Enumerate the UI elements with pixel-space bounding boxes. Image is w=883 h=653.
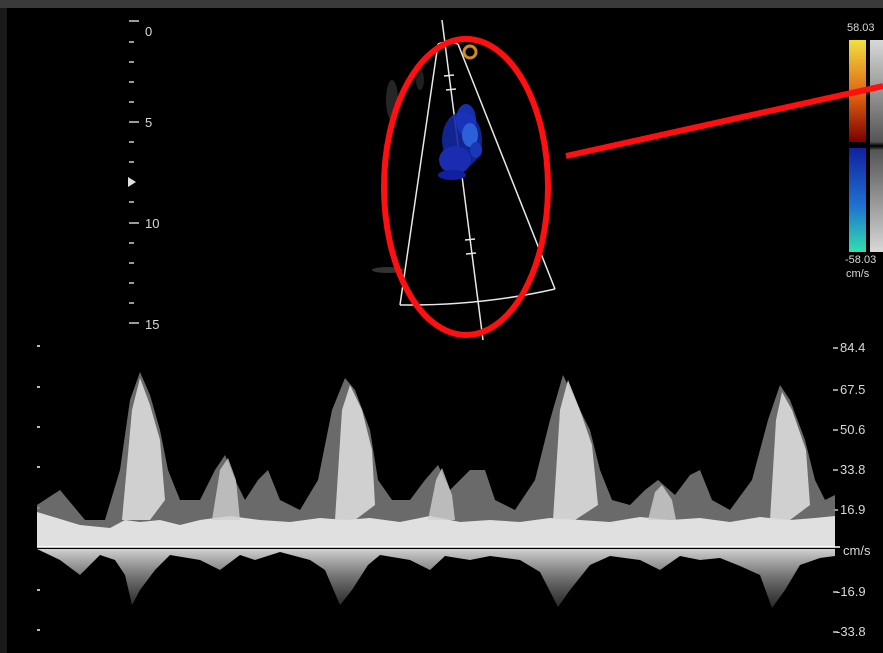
- top-frame-bar: [0, 0, 883, 8]
- depth-label-15: 15: [145, 317, 160, 332]
- spectral-right-ticks: [833, 347, 838, 633]
- focus-marker: [128, 177, 136, 187]
- velocity-label-67-5: 67.5: [840, 382, 866, 397]
- annotation-arrow-line: [565, 83, 883, 159]
- annotation-ellipse: [381, 36, 551, 338]
- velocity-label-16-9: 16.9: [840, 502, 866, 517]
- color-flow-region: [438, 104, 482, 180]
- depth-label-10: 10: [145, 216, 160, 231]
- depth-label-0: 0: [145, 24, 153, 39]
- sector-origin-marker: [462, 44, 478, 60]
- color-scale-negative: [849, 148, 866, 252]
- color-scale-grey-bar: [870, 40, 883, 252]
- depth-label-5: 5: [145, 115, 153, 130]
- velocity-label-84-4: 84.4: [840, 340, 866, 355]
- color-scale-unit: cm/s: [846, 268, 870, 280]
- velocity-unit-label: cm/s: [843, 543, 871, 558]
- color-scale-min: -58.03: [845, 254, 877, 266]
- depth-ruler: [129, 20, 139, 324]
- color-scale-zero-gap: [849, 142, 866, 148]
- velocity-label-neg-33-8: -33.8: [836, 624, 866, 639]
- velocity-label-neg-16-9: -16.9: [836, 584, 866, 599]
- velocity-label-50-6: 50.6: [840, 422, 866, 437]
- spectral-negative-envelope: [37, 549, 835, 608]
- velocity-label-33-8: 33.8: [840, 462, 866, 477]
- spectral-positive-envelope: [37, 372, 835, 547]
- left-frame-edge: [0, 8, 7, 653]
- color-scale-max: 58.03: [847, 22, 875, 34]
